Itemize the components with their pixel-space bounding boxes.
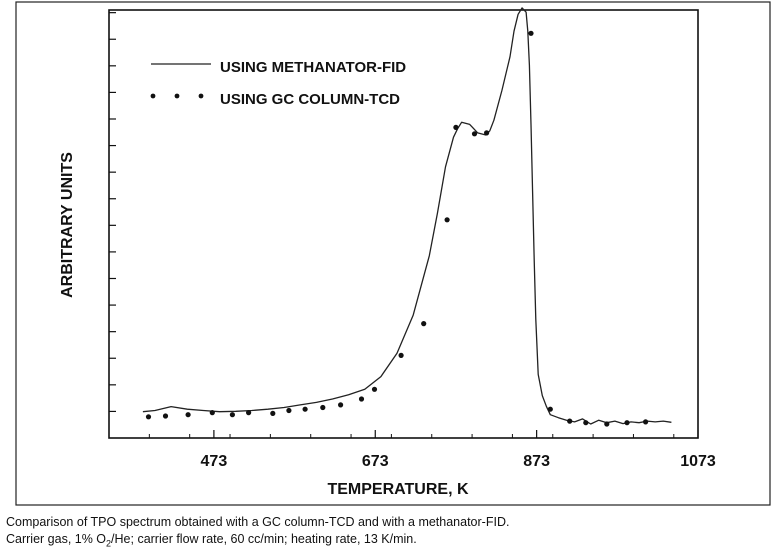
data-point-tcd bbox=[145, 414, 152, 420]
legend-label-tcd: USING GC COLUMN-TCD bbox=[220, 91, 400, 108]
caption-line-2-end: /He; carrier flow rate, 60 cc/min; heati… bbox=[111, 532, 417, 546]
data-point-tcd bbox=[567, 418, 573, 424]
legend: USING METHANATOR-FID USING GC COLUMN-TCD bbox=[150, 59, 406, 108]
data-point-tcd bbox=[547, 406, 553, 412]
x-tick-label: 873 bbox=[523, 453, 550, 470]
y-axis-label: ARBITRARY UNITS bbox=[59, 152, 76, 298]
y-ticks bbox=[109, 12, 116, 413]
series-layer bbox=[142, 7, 672, 427]
data-point-tcd bbox=[338, 402, 344, 408]
data-point-tcd bbox=[246, 410, 252, 416]
x-tick-label: 673 bbox=[362, 453, 389, 470]
caption-line-2-start: Carrier gas, 1% O bbox=[6, 532, 107, 546]
data-point-tcd bbox=[320, 404, 326, 411]
data-point-tcd bbox=[229, 412, 235, 418]
data-point-tcd bbox=[398, 352, 404, 358]
series-line-fid bbox=[142, 7, 672, 425]
figure-frame bbox=[15, 1, 771, 506]
data-point-tcd bbox=[583, 420, 589, 426]
legend-dot-swatch bbox=[174, 93, 180, 99]
x-axis-label: TEMPERATURE, K bbox=[327, 481, 468, 498]
x-tick-label: 473 bbox=[201, 453, 228, 470]
data-point-tcd bbox=[444, 217, 450, 223]
legend-label-fid: USING METHANATOR-FID bbox=[220, 59, 406, 76]
x-ticks: 473 673 873 1073 bbox=[148, 430, 716, 470]
data-point-tcd bbox=[185, 412, 191, 418]
data-point-tcd bbox=[302, 406, 308, 412]
data-point-tcd bbox=[209, 410, 215, 416]
data-point-tcd bbox=[528, 30, 534, 36]
legend-dot-swatch bbox=[150, 93, 156, 99]
data-point-tcd bbox=[421, 321, 427, 327]
data-point-tcd bbox=[643, 419, 649, 425]
legend-dot-swatch bbox=[198, 93, 204, 99]
data-point-tcd bbox=[270, 410, 276, 416]
data-point-tcd bbox=[471, 131, 478, 137]
data-point-tcd bbox=[286, 407, 292, 414]
x-tick-label: 1073 bbox=[680, 453, 716, 470]
caption-line-1: Comparison of TPO spectrum obtained with… bbox=[6, 515, 510, 529]
data-point-tcd bbox=[358, 396, 365, 402]
data-point-tcd bbox=[604, 421, 610, 427]
data-point-tcd bbox=[162, 413, 169, 419]
caption-line-2: Carrier gas, 1% O2/He; carrier flow rate… bbox=[6, 531, 776, 553]
figure-caption: Comparison of TPO spectrum obtained with… bbox=[6, 514, 776, 553]
figure: 473 673 873 1073 USING METHANATOR-FID USING… bbox=[15, 1, 771, 506]
plot-frame bbox=[108, 9, 699, 439]
caption-subscript: 2 bbox=[106, 538, 112, 549]
tpo-chart: 473 673 873 1073 USING METHANATOR-FID USING… bbox=[15, 1, 771, 506]
data-point-tcd bbox=[371, 386, 378, 392]
data-point-tcd bbox=[453, 124, 459, 130]
data-point-tcd bbox=[624, 420, 630, 426]
data-point-tcd bbox=[484, 130, 490, 136]
